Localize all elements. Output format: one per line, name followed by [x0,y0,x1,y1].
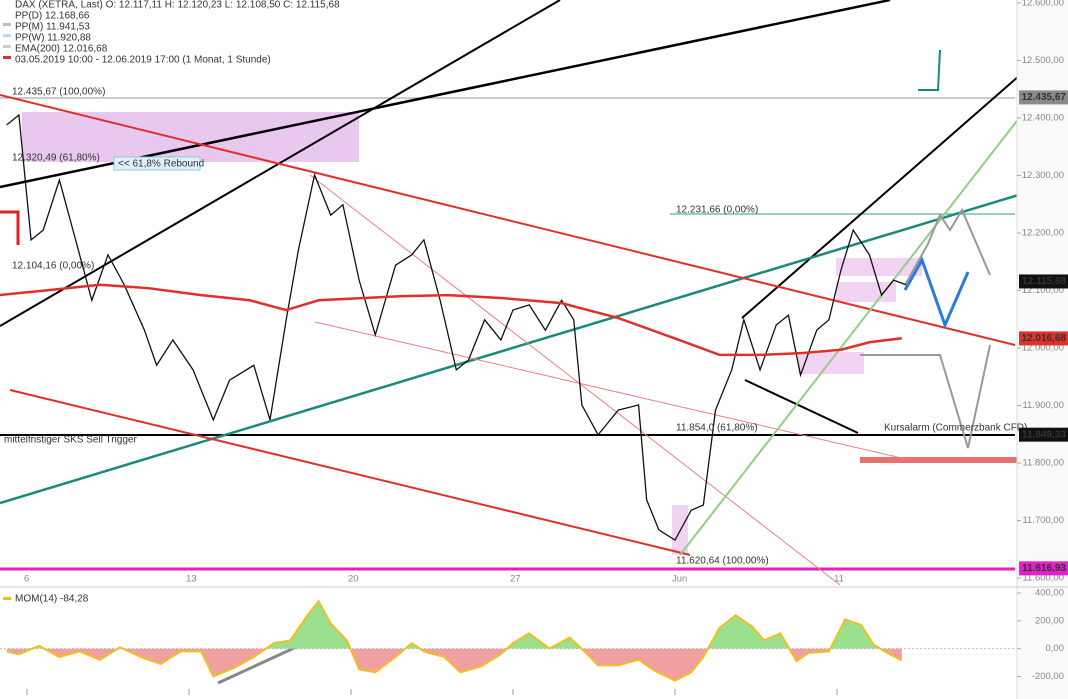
scenario-arrow [860,344,991,449]
y-tick-label: -200,00 [1032,671,1064,682]
y-tick-label: 0,00 [1046,643,1065,654]
annotation: 12.231,66 (0,00%) [676,205,758,216]
price-label: 12.016,68 [1022,333,1067,344]
legend-swatch [3,45,11,48]
trend-line [0,178,1068,505]
scenario-arrow [918,49,941,91]
y-tick-label: 12.300,00 [1022,170,1064,181]
y-tick-label: 12.200,00 [1022,227,1064,238]
mom-area-negative [6,648,902,681]
legend-swatch [3,597,11,600]
trend-line [744,379,859,434]
y-tick-label: 12.400,00 [1022,112,1064,123]
sell-arrow [0,210,20,245]
trend-line [0,0,891,189]
price-label: 12.115,68 [1022,276,1066,287]
y-tick-label: 12.500,00 [1022,55,1064,66]
trend-line [741,61,1036,319]
y-tick-label: 11.600,00 [1022,573,1064,584]
mom-line [6,599,903,682]
zone [860,457,1020,463]
annotation: 11.854,0 (61,80%) [676,423,758,434]
annotation: 12.104,16 (0,00%) [12,261,94,272]
zone [836,282,896,302]
price-line [0,283,902,357]
x-tick-label: Jun [672,574,687,585]
y-tick-label: 11.900,00 [1022,400,1064,411]
price-label: 11.616,93 [1022,563,1066,574]
legend-entry: MOM(14) -84,28 [15,594,89,605]
annotation: 12.320,49 (61,80%) [12,153,100,164]
legend-swatch [3,23,11,26]
price-label-box [1019,331,1068,346]
x-tick-label: 11 [834,574,844,585]
legend-entry: PP(D) 12.168,66 [15,11,90,22]
scenario-arrow [904,207,991,286]
axis-panel [1017,0,1068,699]
price-label: 12.435,67 [1022,92,1067,103]
mom-arrow [217,641,306,685]
price-line [6,113,907,542]
y-tick-label: 11.800,00 [1022,458,1064,469]
price-label-box [1019,274,1068,289]
trend-line [0,94,1016,346]
price-label-box [1019,427,1068,442]
legend-entry: EMA(200) 12.016,68 [15,44,108,55]
legend-entry: PP(W) 11.920,88 [15,33,91,44]
annotation-box [113,156,201,171]
trend-line [9,389,691,556]
price-label: 11.849,33 [1022,429,1066,440]
annotation: 12.435,67 (100,00%) [12,87,105,98]
price-label-box [1019,90,1068,105]
zone [22,112,359,162]
annotation: mittelfristiger SKS Sell Trigger [4,435,137,446]
x-tick-label: 27 [510,574,521,585]
scenario-arrow [903,256,970,330]
x-tick-label: 13 [186,574,197,585]
annotation: Kursalarm (Commerzbank CFD) [884,423,1027,434]
y-tick-label: 12.000,00 [1022,343,1064,354]
legend-entry: PP(M) 11.941,53 [15,22,90,33]
trend-line [679,54,1068,556]
annotation: 11.620,64 (100,00%) [676,556,769,567]
legend-swatch [3,56,11,59]
y-tick-label: 400,00 [1035,588,1064,599]
trend-line [309,174,841,586]
legend-swatch [3,34,11,37]
mom-area-positive [6,601,902,649]
annotation: << 61,8% Rebound [118,159,204,170]
y-tick-label: 12.600,00 [1022,0,1064,8]
x-tick-label: 6 [24,574,29,585]
x-tick-label: 20 [348,574,359,585]
y-tick-label: 11.700,00 [1022,515,1064,526]
legend-entry: DAX (XETRA, Last) O: 12.117,11 H: 12.120… [15,0,340,11]
y-tick-label: 200,00 [1035,615,1064,626]
y-tick-label: 12.100,00 [1022,285,1064,296]
legend-entry: 03.05.2019 10:00 - 12.06.2019 17:00 (1 M… [15,55,271,66]
zone [798,352,864,374]
price-label-box [1019,561,1068,576]
trend-line [314,321,911,461]
